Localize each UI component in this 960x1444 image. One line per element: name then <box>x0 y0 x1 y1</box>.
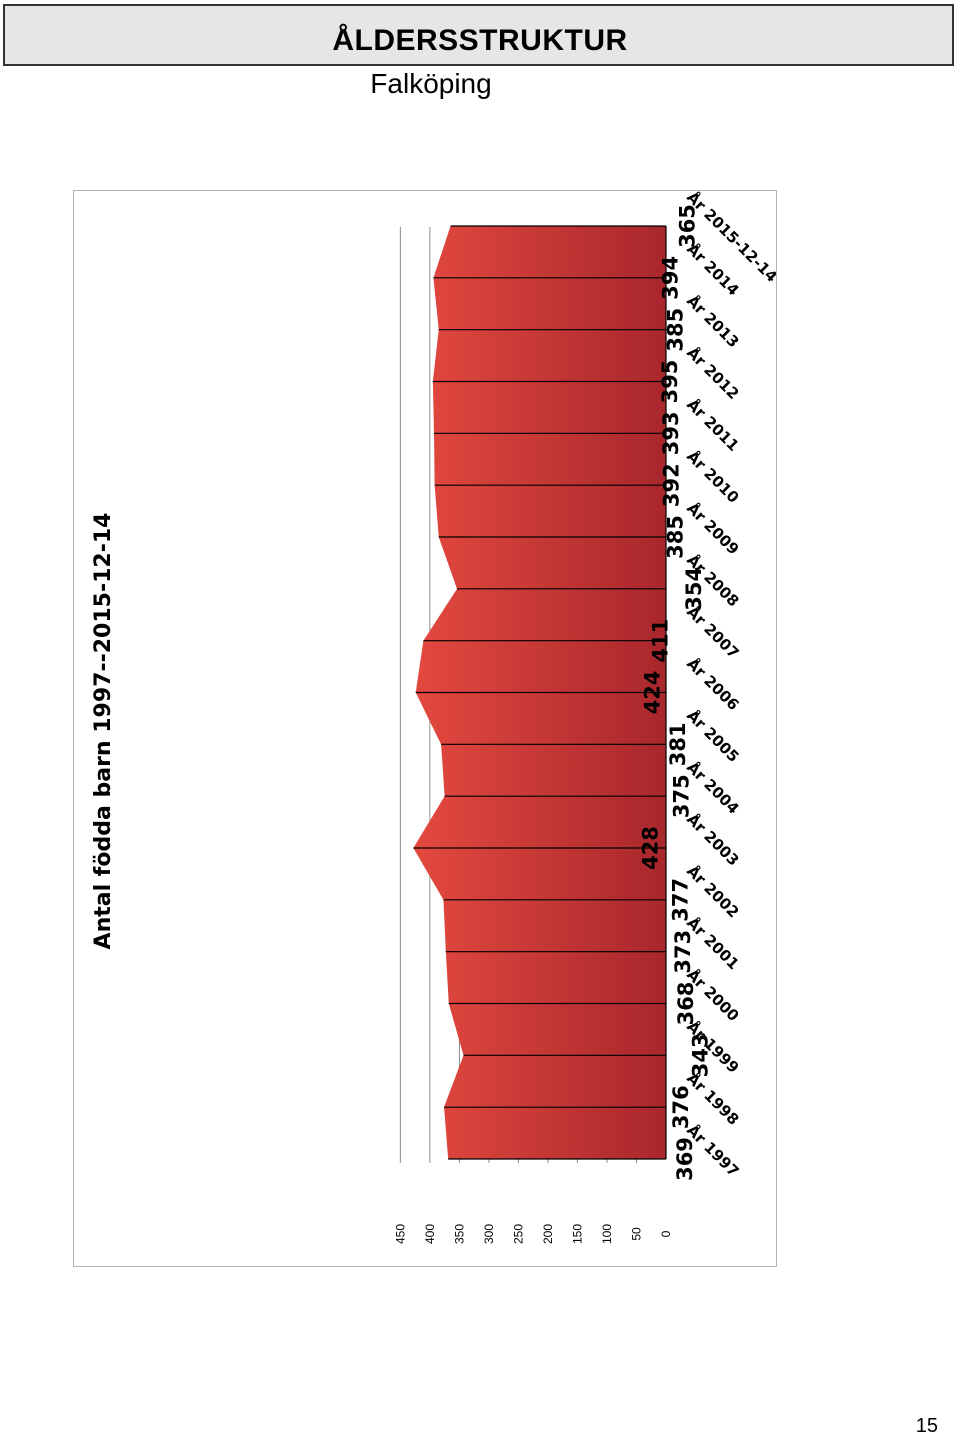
category-label: År 2007 <box>683 602 743 662</box>
data-label: 369 <box>673 1137 697 1181</box>
data-label: 393 <box>659 411 683 455</box>
category-label: År 2013 <box>683 291 743 351</box>
y-tick-label: 200 <box>541 1224 555 1244</box>
data-label: 411 <box>648 619 672 663</box>
data-label: 365 <box>676 204 700 248</box>
y-tick-label: 150 <box>570 1224 584 1244</box>
y-tick-label: 100 <box>600 1224 614 1244</box>
category-label: År 2009 <box>683 498 743 558</box>
category-label: År 2003 <box>683 809 743 869</box>
category-label: År 2010 <box>683 447 743 507</box>
chart-title: Antal födda barn 1997--2015-12-14 <box>91 513 116 950</box>
title-box <box>3 4 954 66</box>
y-tick-label: 50 <box>629 1227 643 1241</box>
category-label: År 2012 <box>683 343 743 403</box>
chart-frame: 0 50 100 150 200 250 300 350 400 450 369 376 343 368 3… <box>73 190 777 1267</box>
y-tick-label: 450 <box>393 1224 407 1244</box>
page-title: ÅLDERSSTRUKTUR <box>332 24 628 57</box>
data-label: 392 <box>660 463 684 507</box>
data-label: 428 <box>638 826 662 870</box>
y-tick-label: 250 <box>511 1224 525 1244</box>
data-label: 394 <box>658 256 682 300</box>
y-tick-label: 0 <box>659 1230 673 1237</box>
data-label: 343 <box>689 1033 713 1077</box>
category-label: År 2006 <box>683 654 743 714</box>
data-label: 354 <box>682 567 706 611</box>
data-label: 395 <box>658 360 682 404</box>
data-label: 385 <box>664 515 688 559</box>
y-tick-label: 300 <box>482 1224 496 1244</box>
category-label: År 2011 <box>683 395 743 455</box>
page-subtitle: Falköping <box>370 68 492 99</box>
births-area-chart: 0 50 100 150 200 250 300 350 400 450 369 376 343 368 3… <box>91 191 776 1244</box>
data-label: 377 <box>668 878 692 922</box>
data-label: 385 <box>664 308 688 352</box>
category-label: År 2005 <box>683 706 743 766</box>
data-label: 381 <box>666 722 690 766</box>
page-number: 15 <box>915 1415 938 1437</box>
y-tick-label: 350 <box>452 1224 466 1244</box>
y-tick-label: 400 <box>423 1224 437 1244</box>
data-label: 424 <box>641 671 665 715</box>
data-label: 368 <box>674 982 698 1026</box>
data-label: 376 <box>669 1085 693 1129</box>
data-label: 375 <box>670 774 694 818</box>
data-label: 373 <box>671 930 695 974</box>
